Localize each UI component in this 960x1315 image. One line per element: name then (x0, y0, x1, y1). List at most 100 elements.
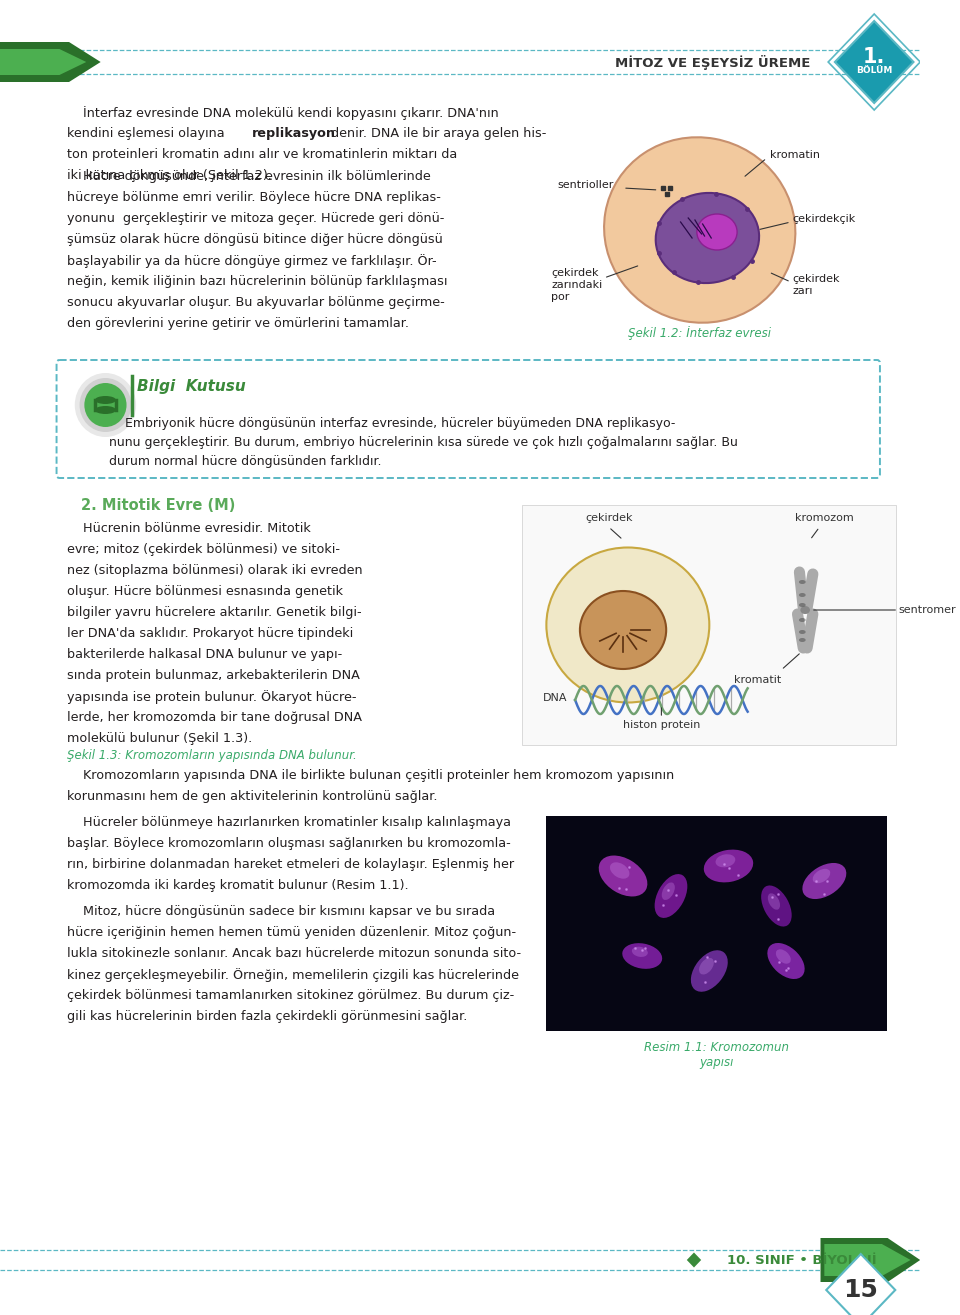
Ellipse shape (656, 193, 759, 283)
Text: ton proteinleri kromatin adını alır ve kromatinlerin miktarı da: ton proteinleri kromatin adını alır ve k… (67, 149, 457, 160)
Text: nunu gerçekleştirir. Bu durum, embriyo hücrelerinin kısa sürede ve çok hızlı çoğ: nunu gerçekleştirir. Bu durum, embriyo h… (109, 437, 738, 448)
Polygon shape (0, 42, 101, 82)
Text: Şekil 1.2: İnterfaz evresi: Şekil 1.2: İnterfaz evresi (628, 326, 771, 341)
Polygon shape (686, 1252, 701, 1268)
Ellipse shape (776, 949, 791, 964)
Ellipse shape (799, 618, 805, 622)
Text: Hücre döngüsünde, interfaz evresinin ilk bölümlerinde: Hücre döngüsünde, interfaz evresinin ilk… (67, 170, 431, 183)
Text: replikasyon: replikasyon (252, 128, 336, 139)
Text: bilgiler yavru hücrelere aktarılır. Genetik bilgi-: bilgiler yavru hücrelere aktarılır. Gene… (67, 606, 362, 619)
Text: gili kas hücrelerinin birden fazla çekirdekli görünmesini sağlar.: gili kas hücrelerinin birden fazla çekir… (67, 1010, 468, 1023)
Ellipse shape (813, 869, 830, 884)
Ellipse shape (761, 885, 792, 927)
Text: Şekil 1.3: Kromozomların yapısında DNA bulunur.: Şekil 1.3: Kromozomların yapısında DNA b… (67, 750, 357, 761)
Ellipse shape (799, 630, 805, 634)
FancyBboxPatch shape (546, 817, 887, 1031)
Text: ler DNA'da saklıdır. Prokaryot hücre tipindeki: ler DNA'da saklıdır. Prokaryot hücre tip… (67, 627, 353, 640)
Text: çekirdek: çekirdek (585, 513, 633, 523)
Text: denir. DNA ile bir araya gelen his-: denir. DNA ile bir araya gelen his- (326, 128, 546, 139)
Text: sında protein bulunmaz, arkebakterilerin DNA: sında protein bulunmaz, arkebakterilerin… (67, 669, 360, 682)
Text: 10. SINIF • BİYOLOJİ: 10. SINIF • BİYOLOJİ (727, 1253, 876, 1268)
Ellipse shape (610, 863, 630, 878)
Ellipse shape (546, 547, 709, 702)
Ellipse shape (599, 856, 647, 897)
Polygon shape (827, 1255, 896, 1315)
Ellipse shape (622, 943, 662, 969)
Text: Hücreler bölünmeye hazırlanırken kromatinler kısalıp kalınlaşmaya: Hücreler bölünmeye hazırlanırken kromati… (67, 817, 511, 828)
Text: çekirdek: çekirdek (551, 268, 599, 277)
Ellipse shape (799, 604, 805, 608)
Text: yapısı: yapısı (699, 1056, 733, 1069)
Text: başlayabilir ya da hücre döngüye girmez ve farklılaşır. Ör-: başlayabilir ya da hücre döngüye girmez … (67, 254, 437, 268)
Ellipse shape (697, 214, 737, 250)
Ellipse shape (803, 863, 847, 899)
Text: hücre içeriğinin hemen hemen tümü yeniden düzenlenir. Mitoz çoğun-: hücre içeriğinin hemen hemen tümü yenide… (67, 926, 516, 939)
Ellipse shape (691, 951, 728, 992)
Text: yonunu  gerçekleştirir ve mitoza geçer. Hücrede geri dönü-: yonunu gerçekleştirir ve mitoza geçer. H… (67, 212, 444, 225)
Circle shape (80, 377, 132, 433)
Text: lukla sitokinezle sonlanır. Ancak bazı hücrelerde mitozun sonunda sito-: lukla sitokinezle sonlanır. Ancak bazı h… (67, 947, 521, 960)
Text: 1.: 1. (863, 47, 885, 67)
Text: Kromozomların yapısında DNA ile birlikte bulunan çeşitli proteinler hem kromozom: Kromozomların yapısında DNA ile birlikte… (67, 769, 674, 782)
Text: lerde, her kromozomda bir tane doğrusal DNA: lerde, her kromozomda bir tane doğrusal … (67, 711, 362, 725)
Ellipse shape (768, 893, 780, 910)
Text: şümsüz olarak hücre döngüsü bitince diğer hücre döngüsü: şümsüz olarak hücre döngüsü bitince diğe… (67, 233, 443, 246)
Ellipse shape (704, 849, 754, 882)
Text: kinez gerçekleşmeyebilir. Örneğin, memelilerin çizgili kas hücrelerinde: kinez gerçekleşmeyebilir. Örneğin, memel… (67, 968, 519, 982)
Text: Resim 1.1: Kromozomun: Resim 1.1: Kromozomun (643, 1041, 788, 1055)
Text: rın, birbirine dolanmadan hareket etmeleri de kolaylaşır. Eşlenmiş her: rın, birbirine dolanmadan hareket etmele… (67, 857, 515, 871)
Text: iki katına çıkmış olur (Şekil 1.2).: iki katına çıkmış olur (Şekil 1.2). (67, 170, 272, 181)
Text: evre; mitoz (çekirdek bölünmesi) ve sitoki-: evre; mitoz (çekirdek bölünmesi) ve sito… (67, 543, 340, 556)
Text: oluşur. Hücre bölünmesi esnasında genetik: oluşur. Hücre bölünmesi esnasında geneti… (67, 585, 343, 598)
Text: Mitoz, hücre döngüsünün sadece bir kısmını kapsar ve bu sırada: Mitoz, hücre döngüsünün sadece bir kısmı… (67, 905, 495, 918)
Ellipse shape (799, 580, 805, 584)
Ellipse shape (801, 606, 810, 614)
Ellipse shape (632, 947, 648, 957)
Polygon shape (825, 1244, 911, 1276)
Text: hücreye bölünme emri verilir. Böylece hücre DNA replikas-: hücreye bölünme emri verilir. Böylece hü… (67, 191, 441, 204)
Text: Embriyonik hücre döngüsünün interfaz evresinde, hücreler büyümeden DNA replikasy: Embriyonik hücre döngüsünün interfaz evr… (109, 417, 676, 430)
Text: çekirdek bölünmesi tamamlanırken sitokinez görülmez. Bu durum çiz-: çekirdek bölünmesi tamamlanırken sitokin… (67, 989, 515, 1002)
Text: nez (sitoplazma bölünmesi) olarak iki evreden: nez (sitoplazma bölünmesi) olarak iki ev… (67, 564, 363, 577)
FancyBboxPatch shape (57, 360, 880, 477)
Ellipse shape (799, 638, 805, 642)
Text: bakterilerde halkasal DNA bulunur ve yapı-: bakterilerde halkasal DNA bulunur ve yap… (67, 648, 343, 661)
Ellipse shape (580, 590, 666, 669)
Ellipse shape (604, 137, 796, 322)
Ellipse shape (95, 406, 116, 414)
Text: yapısında ise protein bulunur. Ökaryot hücre-: yapısında ise protein bulunur. Ökaryot h… (67, 690, 356, 704)
Text: BÖLÜM: BÖLÜM (856, 66, 893, 75)
Ellipse shape (661, 882, 675, 899)
Text: durum normal hücre döngüsünden farklıdır.: durum normal hücre döngüsünden farklıdır… (109, 455, 382, 468)
FancyBboxPatch shape (522, 505, 897, 746)
Text: kendini eşlemesi olayına: kendini eşlemesi olayına (67, 128, 228, 139)
Text: sonucu akyuvarlar oluşur. Bu akyuvarlar bölünme geçirme-: sonucu akyuvarlar oluşur. Bu akyuvarlar … (67, 296, 444, 309)
Circle shape (75, 373, 136, 437)
Text: kromozom: kromozom (795, 513, 853, 523)
Text: korunmasını hem de gen aktivitelerinin kontrolünü sağlar.: korunmasını hem de gen aktivitelerinin k… (67, 790, 438, 803)
Text: den görevlerini yerine getirir ve ömürlerini tamamlar.: den görevlerini yerine getirir ve ömürle… (67, 317, 409, 330)
Polygon shape (821, 1237, 921, 1282)
Text: 2. Mitotik Evre (M): 2. Mitotik Evre (M) (82, 498, 236, 513)
Text: çekirdek: çekirdek (793, 274, 840, 284)
Polygon shape (0, 49, 86, 75)
Text: kromatin: kromatin (770, 150, 820, 160)
Text: zarı: zarı (793, 285, 813, 296)
Ellipse shape (715, 855, 735, 868)
Text: Hücrenin bölünme evresidir. Mitotik: Hücrenin bölünme evresidir. Mitotik (67, 522, 311, 535)
Ellipse shape (699, 957, 714, 974)
Text: başlar. Böylece kromozomların oluşması sağlanırken bu kromozomla-: başlar. Böylece kromozomların oluşması s… (67, 838, 511, 849)
Text: molekülü bulunur (Şekil 1.3).: molekülü bulunur (Şekil 1.3). (67, 732, 252, 746)
Ellipse shape (655, 874, 687, 918)
Text: sentrioller: sentrioller (558, 180, 614, 189)
Text: kromatit: kromatit (733, 675, 780, 685)
Text: sentromer: sentromer (899, 605, 956, 615)
Text: zarındaki: zarındaki (551, 280, 603, 291)
Text: por: por (551, 292, 569, 302)
Ellipse shape (799, 593, 805, 597)
Text: neğin, kemik iliğinin bazı hücrelerinin bölünüp farklılaşması: neğin, kemik iliğinin bazı hücrelerinin … (67, 275, 447, 288)
Text: çekirdekçik: çekirdekçik (793, 214, 856, 224)
Circle shape (84, 383, 127, 427)
Text: Bilgi  Kutusu: Bilgi Kutusu (137, 379, 246, 394)
Text: kromozomda iki kardeş kromatit bulunur (Resim 1.1).: kromozomda iki kardeş kromatit bulunur (… (67, 878, 409, 892)
